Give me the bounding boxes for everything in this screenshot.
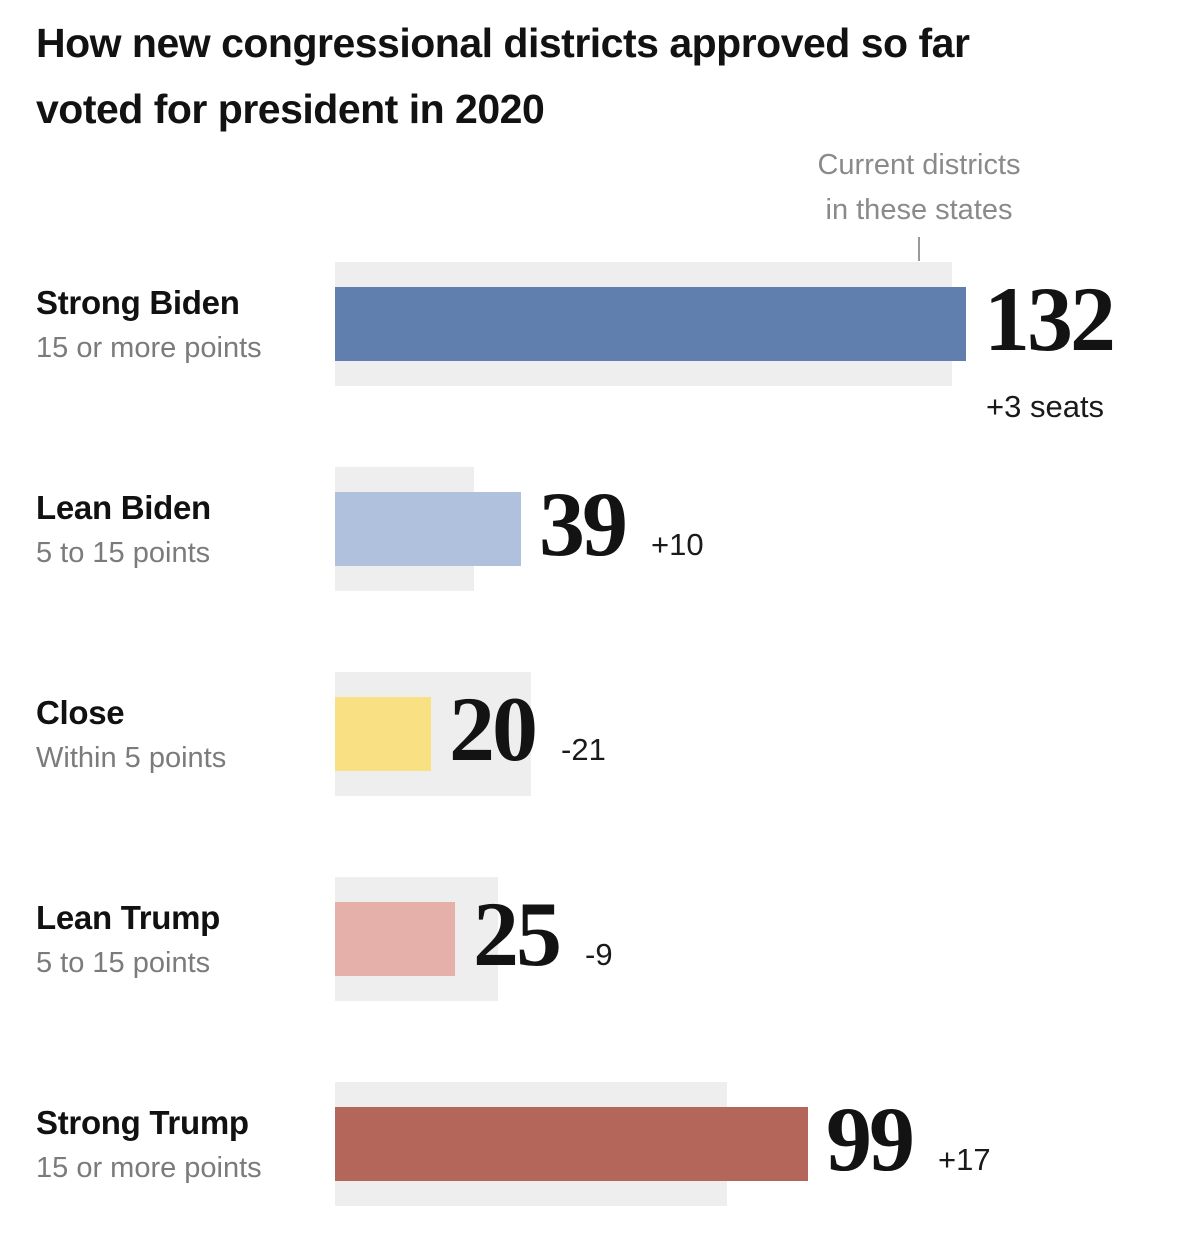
- category-label-group: Lean Biden 5 to 15 points: [36, 467, 326, 591]
- category-label-group: Strong Biden 15 or more points: [36, 262, 326, 386]
- new-districts-bar: [335, 1107, 808, 1181]
- bar-group: 99 +17: [335, 1082, 1200, 1206]
- value-label: 99: [826, 1088, 915, 1190]
- category-label-group: Close Within 5 points: [36, 672, 326, 796]
- bar-group: 20 -21: [335, 672, 1200, 796]
- category-subtitle: 5 to 15 points: [36, 947, 211, 979]
- chart-row-lean-trump: Lean Trump 5 to 15 points 25 -9: [0, 877, 1200, 1001]
- new-districts-bar: [335, 492, 521, 566]
- new-districts-bar: [335, 287, 966, 361]
- bar-group: 39 +10: [335, 467, 1200, 591]
- category-subtitle: 15 or more points: [36, 332, 262, 364]
- value-label-group: 99 +17: [826, 1093, 991, 1185]
- category-name: Strong Biden: [36, 284, 240, 321]
- value-label: 132: [984, 268, 1116, 370]
- value-label-group: 132 +3 seats: [984, 268, 1116, 424]
- annotation-tick-line: [918, 237, 920, 261]
- value-label-group: 25 -9: [473, 888, 613, 980]
- bar-group: 25 -9: [335, 877, 1200, 1001]
- delta-label: +3 seats: [986, 389, 1105, 424]
- new-districts-bar: [335, 697, 431, 771]
- value-label: 39: [539, 473, 628, 575]
- delta-label: -9: [585, 937, 613, 972]
- value-label-group: 39 +10: [539, 478, 704, 570]
- category-label-group: Lean Trump 5 to 15 points: [36, 877, 326, 1001]
- chart-row-close: Close Within 5 points 20 -21: [0, 672, 1200, 796]
- category-name: Close: [36, 694, 125, 731]
- category-name: Lean Trump: [36, 899, 221, 936]
- bar-group: 132 +3 seats: [335, 262, 1200, 424]
- chart-row-strong-trump: Strong Trump 15 or more points 99 +17: [0, 1082, 1200, 1206]
- delta-label: -21: [561, 732, 606, 767]
- new-districts-bar: [335, 902, 455, 976]
- category-subtitle: 15 or more points: [36, 1152, 262, 1184]
- current-districts-annotation: Current districts in these states: [817, 149, 1021, 226]
- category-label-group: Strong Trump 15 or more points: [36, 1082, 326, 1206]
- value-label: 25: [473, 883, 562, 985]
- chart-row-strong-biden: Strong Biden 15 or more points 132 +3 se…: [0, 262, 1200, 424]
- delta-label: +10: [651, 527, 704, 562]
- value-label: 20: [449, 678, 538, 780]
- delta-label: +17: [938, 1142, 991, 1177]
- value-label-group: 20 -21: [449, 683, 606, 775]
- chart-title: How new congressional districts approved…: [36, 20, 970, 132]
- category-subtitle: Within 5 points: [36, 742, 227, 774]
- chart-row-lean-biden: Lean Biden 5 to 15 points 39 +10: [0, 467, 1200, 591]
- category-subtitle: 5 to 15 points: [36, 537, 211, 569]
- category-name: Strong Trump: [36, 1104, 249, 1141]
- category-name: Lean Biden: [36, 489, 211, 526]
